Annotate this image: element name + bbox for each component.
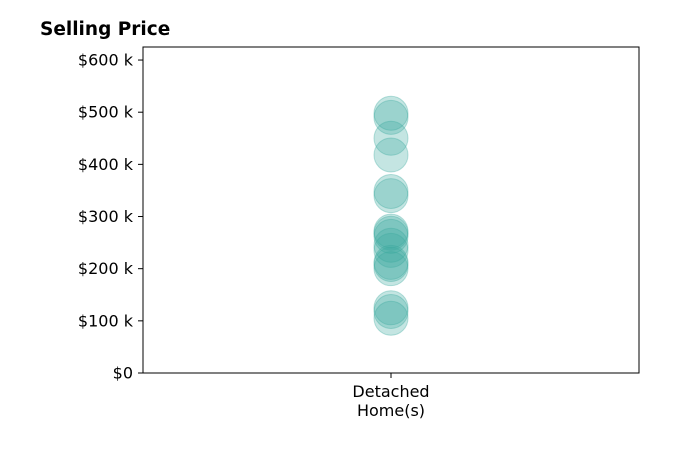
- y-tick-label: $0: [113, 364, 133, 383]
- data-point: [373, 178, 409, 214]
- data-point: [373, 247, 409, 283]
- data-point: [373, 95, 409, 131]
- y-tick-label: $400 k: [78, 155, 134, 174]
- data-point: [373, 232, 409, 268]
- y-tick-label: $300 k: [78, 207, 134, 226]
- data-point: [373, 173, 409, 209]
- data-point: [373, 213, 409, 249]
- data-point: [373, 293, 409, 329]
- data-point: [373, 300, 409, 336]
- data-point: [373, 227, 409, 263]
- data-point: [373, 218, 409, 254]
- data-point: [373, 244, 409, 280]
- data-point: [373, 290, 409, 326]
- data-point: [373, 215, 409, 251]
- data-point: [373, 137, 409, 173]
- data-point: [373, 251, 409, 287]
- data-point: [373, 99, 409, 135]
- x-tick-label: Detached: [352, 382, 429, 401]
- chart-title: Selling Price: [40, 19, 170, 40]
- y-tick-label: $600 k: [78, 51, 134, 70]
- data-points: [373, 95, 409, 336]
- data-point: [373, 120, 409, 156]
- y-tick-label: $500 k: [78, 103, 134, 122]
- x-tick-label: Home(s): [357, 401, 425, 420]
- plot-area-frame: [142, 46, 640, 374]
- y-tick-label: $100 k: [78, 311, 134, 330]
- y-tick-label: $200 k: [78, 259, 134, 278]
- y-axis: $0 $100 k $200 k $300 k $400 k $500 k $600 k: [78, 51, 143, 383]
